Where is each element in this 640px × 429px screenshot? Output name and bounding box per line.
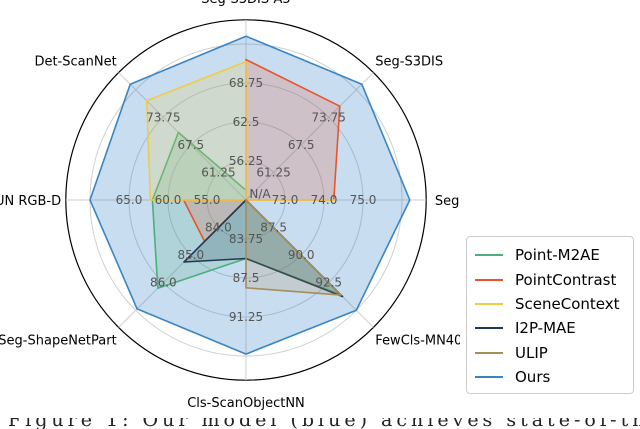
legend-item: ULIP: [475, 341, 625, 365]
center-tick-label: N/A: [249, 187, 271, 201]
legend-item: I2P-MAE: [475, 316, 625, 340]
tick-label: 68.75: [229, 76, 263, 90]
axis-label: FewCls-MN40: [375, 333, 460, 348]
radar-tick-labels: 56.25 62.5 68.75 61.25 67.5 73.75 73.0 74.0 75.0…: [116, 76, 377, 324]
axis-label: Seg-S3DIS-A5: [201, 0, 290, 7]
axis-label: Det-ScanNet: [34, 55, 116, 70]
figure-caption: Figure 1: Our model (blue) achieves stat…: [0, 418, 640, 429]
tick-label: 85.0: [177, 248, 204, 262]
tick-label: 86.0: [150, 276, 177, 290]
tick-label: 65.0: [116, 193, 143, 207]
series-ours: [89, 35, 411, 355]
tick-label: 87.5: [260, 221, 287, 235]
legend-item: PointContrast: [475, 267, 625, 291]
caption-text: Figure 1: Our model (blue) achieves stat…: [8, 418, 640, 429]
tick-label: 55.0: [194, 193, 221, 207]
axis-label: Seg-ScanNet: [435, 194, 460, 209]
tick-label: 73.75: [146, 110, 180, 124]
tick-label: 67.5: [288, 138, 315, 152]
legend-swatch: [475, 351, 503, 354]
tick-label: 90.0: [288, 248, 315, 262]
axis-label: Cls-ScanObjectNN: [187, 396, 305, 411]
legend-swatch: [475, 278, 503, 281]
radar-axis-labels: Seg-S3DIS-A5 Seg-S3DIS Seg-ScanNet FewCls-M…: [0, 0, 460, 411]
legend-label: Point-M2AE: [515, 246, 600, 265]
legend: Point-M2AE PointContrast SceneContext I2…: [466, 236, 634, 394]
radar-series: [89, 35, 411, 355]
legend-label: Ours: [515, 368, 551, 387]
radar-chart: 56.25 62.5 68.75 61.25 67.5 73.75 73.0 74.0 75.0…: [0, 0, 460, 411]
tick-label: 91.25: [229, 310, 263, 324]
tick-label: 73.0: [272, 193, 299, 207]
legend-label: ULIP: [515, 343, 548, 362]
legend-item: Point-M2AE: [475, 243, 625, 267]
legend-item: SceneContext: [475, 292, 625, 316]
legend-label: SceneContext: [515, 294, 620, 313]
tick-label: 56.25: [229, 154, 263, 168]
axis-label: PartSeg-ShapeNetPart: [0, 333, 117, 348]
legend-label: PointContrast: [515, 270, 617, 289]
tick-label: 84.0: [205, 221, 232, 235]
tick-label: 60.0: [155, 193, 182, 207]
legend-swatch: [475, 327, 503, 330]
legend-swatch: [475, 254, 503, 257]
series-ulip: [245, 199, 342, 296]
tick-label: 61.25: [201, 165, 235, 179]
legend-swatch: [475, 302, 503, 305]
tick-label: 83.75: [229, 232, 263, 246]
tick-label: 74.0: [311, 193, 338, 207]
legend-item: Ours: [475, 365, 625, 389]
tick-label: 87.5: [233, 271, 260, 285]
tick-label: 67.5: [177, 138, 204, 152]
legend-swatch: [475, 376, 503, 379]
tick-label: 92.5: [315, 276, 342, 290]
tick-label: 75.0: [350, 193, 377, 207]
axis-label: Seg-S3DIS: [375, 55, 443, 70]
tick-label: 73.75: [312, 110, 346, 124]
axis-label: Det-SUN RGB-D: [0, 194, 61, 209]
tick-label: 61.25: [256, 165, 290, 179]
legend-label: I2P-MAE: [515, 319, 576, 338]
grid-spoke: [245, 72, 374, 201]
tick-label: 62.5: [233, 115, 260, 129]
